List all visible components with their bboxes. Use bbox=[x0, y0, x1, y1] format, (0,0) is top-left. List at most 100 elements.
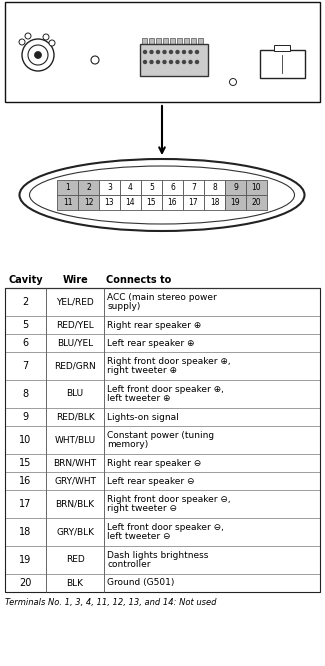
Bar bbox=[5, 380, 46, 408]
Bar bbox=[46, 518, 104, 546]
Text: Left front door speaker ⊖,: Left front door speaker ⊖, bbox=[107, 523, 224, 532]
Text: BRN/BLK: BRN/BLK bbox=[56, 500, 95, 509]
Bar bbox=[5, 2, 320, 102]
Bar bbox=[104, 380, 320, 408]
Bar bbox=[225, 180, 246, 195]
Text: BLK: BLK bbox=[67, 579, 84, 587]
Bar bbox=[104, 490, 320, 518]
Bar bbox=[5, 352, 46, 380]
Bar bbox=[104, 546, 320, 574]
Bar bbox=[162, 180, 183, 195]
Text: 12: 12 bbox=[84, 198, 93, 207]
Text: right tweeter ⊕: right tweeter ⊕ bbox=[107, 366, 177, 375]
Bar bbox=[46, 316, 104, 334]
Text: Right rear speaker ⊖: Right rear speaker ⊖ bbox=[107, 458, 202, 468]
Text: memory): memory) bbox=[107, 440, 149, 449]
Bar bbox=[104, 426, 320, 454]
Text: Left front door speaker ⊕,: Left front door speaker ⊕, bbox=[107, 385, 224, 394]
Bar bbox=[5, 334, 46, 352]
Text: 18: 18 bbox=[20, 527, 32, 537]
Bar bbox=[156, 38, 161, 44]
Bar bbox=[46, 574, 104, 592]
Circle shape bbox=[144, 51, 147, 53]
Circle shape bbox=[183, 61, 186, 63]
Bar bbox=[46, 454, 104, 472]
Circle shape bbox=[157, 61, 160, 63]
Circle shape bbox=[144, 61, 147, 63]
Bar bbox=[204, 180, 225, 195]
Text: 14: 14 bbox=[126, 198, 135, 207]
Text: 3: 3 bbox=[107, 183, 112, 192]
Bar bbox=[46, 288, 104, 316]
Text: WHT/BLU: WHT/BLU bbox=[55, 436, 96, 444]
Bar bbox=[5, 288, 46, 316]
Circle shape bbox=[176, 61, 179, 63]
Circle shape bbox=[189, 61, 192, 63]
Circle shape bbox=[183, 51, 186, 53]
Bar bbox=[57, 195, 78, 210]
Bar bbox=[46, 334, 104, 352]
Text: left tweeter ⊕: left tweeter ⊕ bbox=[107, 394, 171, 403]
Circle shape bbox=[229, 79, 237, 85]
Text: 2: 2 bbox=[22, 297, 29, 307]
Bar bbox=[5, 574, 46, 592]
Text: ACC (main stereo power: ACC (main stereo power bbox=[107, 293, 217, 302]
Text: 16: 16 bbox=[168, 198, 177, 207]
Bar bbox=[5, 518, 46, 546]
Text: controller: controller bbox=[107, 560, 151, 569]
Circle shape bbox=[91, 56, 99, 64]
Text: Ground (G501): Ground (G501) bbox=[107, 579, 175, 587]
Text: Terminals No. 1, 3, 4, 11, 12, 13, and 14: Not used: Terminals No. 1, 3, 4, 11, 12, 13, and 1… bbox=[5, 598, 216, 607]
Text: 19: 19 bbox=[20, 555, 32, 565]
Bar bbox=[99, 180, 120, 195]
Text: Cavity: Cavity bbox=[8, 275, 43, 285]
Text: Left rear speaker ⊖: Left rear speaker ⊖ bbox=[107, 476, 195, 486]
Text: 11: 11 bbox=[63, 198, 72, 207]
Bar bbox=[191, 38, 196, 44]
Text: 6: 6 bbox=[170, 183, 175, 192]
Text: 17: 17 bbox=[19, 499, 32, 509]
Bar bbox=[104, 352, 320, 380]
Text: 5: 5 bbox=[149, 183, 154, 192]
Bar bbox=[204, 195, 225, 210]
Text: Constant power (tuning: Constant power (tuning bbox=[107, 431, 214, 440]
Circle shape bbox=[25, 33, 31, 39]
Bar bbox=[142, 38, 147, 44]
Text: Right rear speaker ⊕: Right rear speaker ⊕ bbox=[107, 320, 202, 330]
Bar bbox=[5, 288, 320, 592]
Circle shape bbox=[163, 61, 166, 63]
Bar bbox=[225, 195, 246, 210]
Circle shape bbox=[157, 51, 160, 53]
Text: 17: 17 bbox=[189, 198, 198, 207]
Text: 5: 5 bbox=[22, 320, 29, 330]
Circle shape bbox=[170, 51, 173, 53]
Bar bbox=[162, 195, 183, 210]
Circle shape bbox=[189, 51, 192, 53]
Text: 15: 15 bbox=[19, 458, 32, 468]
Bar bbox=[163, 38, 168, 44]
Text: 18: 18 bbox=[210, 198, 219, 207]
Bar bbox=[104, 334, 320, 352]
Circle shape bbox=[176, 51, 179, 53]
Bar bbox=[170, 38, 175, 44]
Text: Lights-on signal: Lights-on signal bbox=[107, 412, 179, 422]
Bar bbox=[46, 408, 104, 426]
Circle shape bbox=[150, 61, 153, 63]
Bar bbox=[57, 180, 78, 195]
Text: 15: 15 bbox=[147, 198, 156, 207]
Circle shape bbox=[49, 40, 55, 46]
Text: 13: 13 bbox=[105, 198, 114, 207]
Bar bbox=[141, 180, 162, 195]
Ellipse shape bbox=[30, 166, 294, 224]
Bar bbox=[274, 45, 290, 51]
Circle shape bbox=[34, 51, 42, 59]
Text: RED/YEL: RED/YEL bbox=[56, 320, 94, 330]
Text: 2: 2 bbox=[86, 183, 91, 192]
Text: GRY/WHT: GRY/WHT bbox=[54, 476, 96, 486]
Bar bbox=[246, 195, 267, 210]
Text: Wire: Wire bbox=[62, 275, 88, 285]
Bar bbox=[198, 38, 203, 44]
Bar bbox=[46, 352, 104, 380]
Bar bbox=[46, 490, 104, 518]
Text: 10: 10 bbox=[252, 183, 261, 192]
